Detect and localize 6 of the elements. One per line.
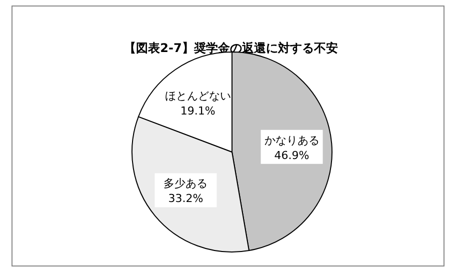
data-label: 46.9% (274, 148, 310, 162)
slice-label: ほとんどない (164, 90, 231, 103)
data-label: 19.1% (180, 104, 216, 118)
slice-label: 多少ある (164, 177, 208, 190)
data-label: 33.2% (168, 192, 204, 206)
slice-label: かなりある (264, 134, 320, 147)
